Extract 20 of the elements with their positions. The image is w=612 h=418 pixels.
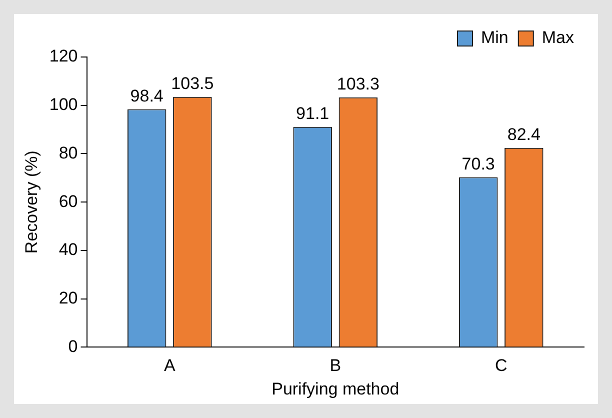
y-tick-label: 40 xyxy=(58,240,78,260)
data-label: 103.3 xyxy=(336,74,380,94)
x-axis-title: Purifying method xyxy=(272,379,400,398)
data-label: 103.5 xyxy=(171,74,214,94)
data-label: 98.4 xyxy=(130,86,164,106)
x-tick-label: B xyxy=(330,356,342,376)
y-tick-label: 20 xyxy=(58,288,78,308)
x-tick-label: A xyxy=(164,356,176,376)
y-tick-label: 60 xyxy=(58,192,78,211)
y-tick-label: 120 xyxy=(49,46,78,66)
data-label: 91.1 xyxy=(296,104,330,124)
data-label: 70.3 xyxy=(462,154,495,174)
y-tick-label: 0 xyxy=(68,336,78,356)
y-tick-label: 80 xyxy=(58,143,78,162)
x-tick-label: C xyxy=(494,356,508,376)
legend-label: Max xyxy=(542,28,574,48)
y-tick-label: 100 xyxy=(49,95,78,114)
y-axis-title: Recovery (%) xyxy=(22,150,41,254)
data-label: 82.4 xyxy=(507,125,540,144)
legend-label: Min xyxy=(480,28,508,48)
